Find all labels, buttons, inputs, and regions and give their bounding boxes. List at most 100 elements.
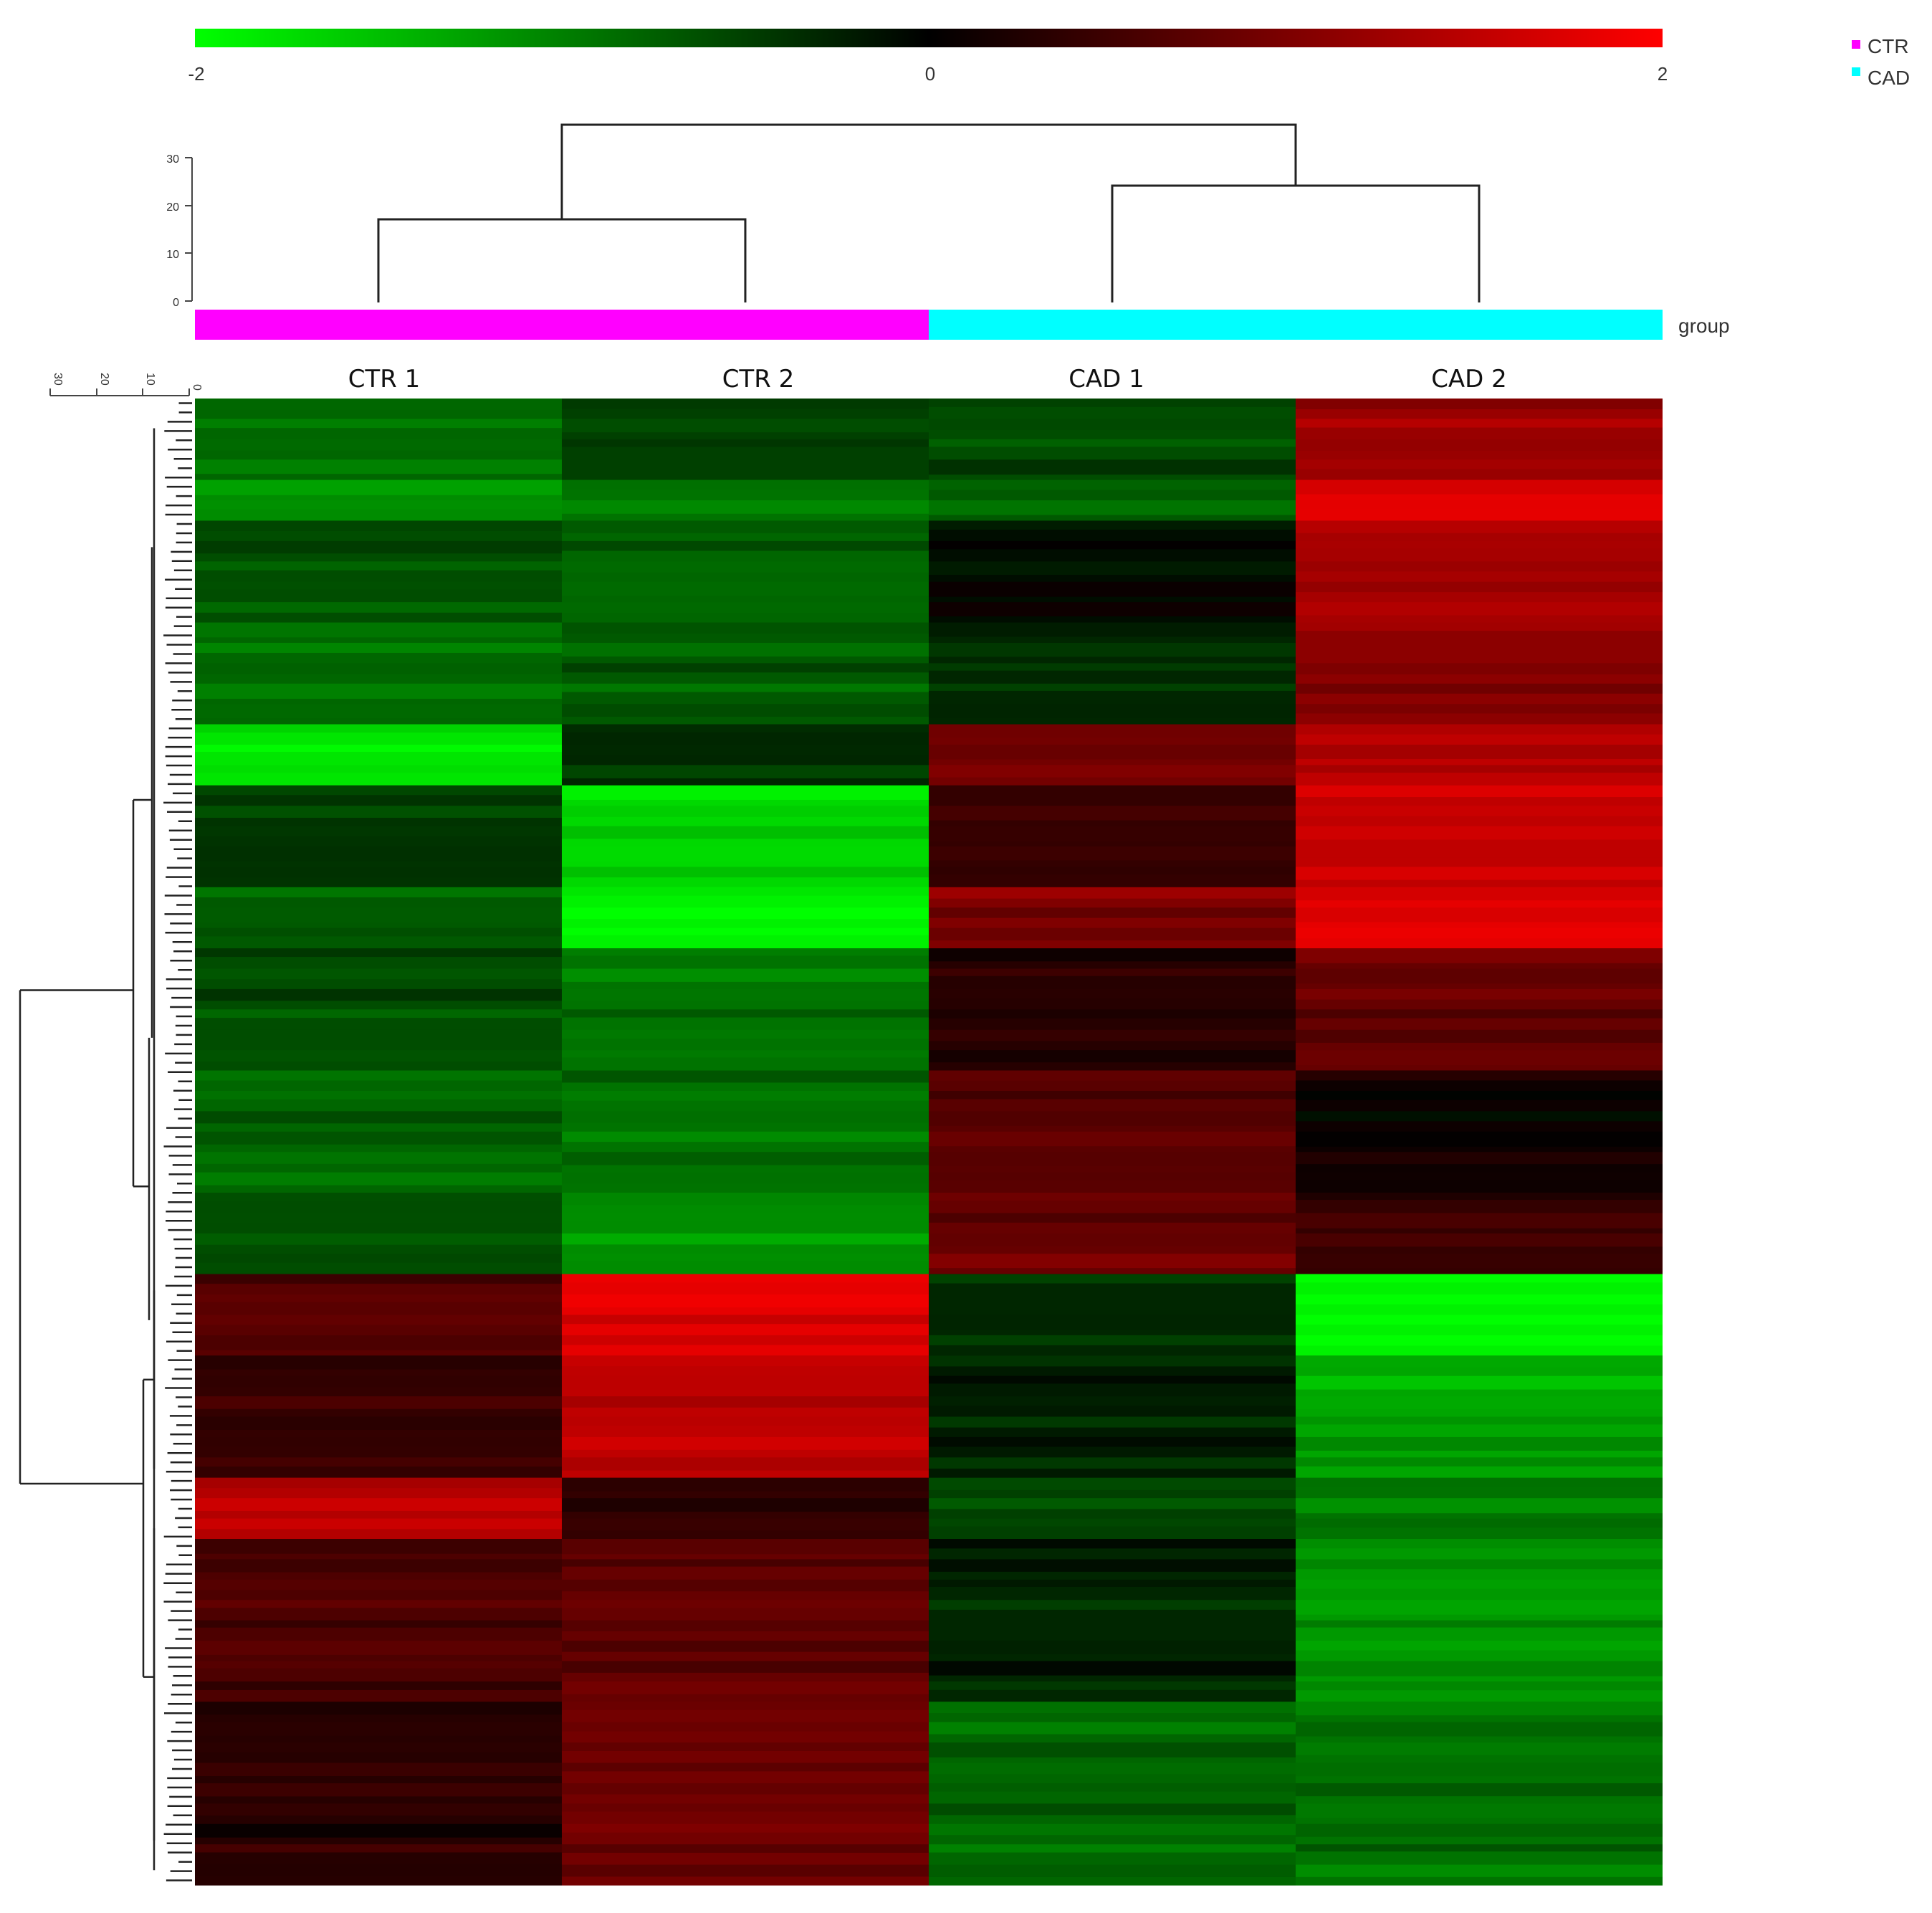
heatmap-stripe — [562, 1131, 929, 1142]
heatmap-stripe — [562, 439, 929, 447]
heatmap-stripe — [1296, 1396, 1663, 1410]
heatmap-stripe — [929, 1274, 1296, 1284]
heatmap-stripe — [1296, 1070, 1663, 1081]
heatmap-stripe — [929, 806, 1296, 821]
heatmap-stripe — [195, 1396, 562, 1409]
heatmap-stripe — [195, 540, 562, 554]
row-axis-tick-10: 10 — [144, 373, 156, 386]
heatmap-stripe — [195, 581, 562, 590]
heatmap-stripe — [1296, 1742, 1663, 1755]
heatmap-cell-block-4-col-0 — [195, 724, 562, 786]
heatmap-stripe — [929, 1457, 1296, 1469]
heatmap-stripe — [929, 1661, 1296, 1676]
heatmap-stripe — [1296, 1375, 1663, 1390]
heatmap-stripe — [562, 1539, 929, 1555]
heatmap-stripe — [195, 1172, 562, 1186]
heatmap-stripe — [929, 1315, 1296, 1330]
heatmap-stripe — [562, 419, 929, 433]
heatmap-stripe — [195, 1559, 562, 1573]
heatmap-stripe — [195, 1620, 562, 1628]
column-label-cad1: CAD 1 — [1068, 365, 1144, 393]
heatmap-stripe — [1296, 1477, 1663, 1487]
heatmap-stripe — [929, 500, 1296, 515]
heatmap-stripe — [562, 622, 929, 634]
color-scale-max-label: 2 — [1658, 63, 1668, 85]
heatmap-stripe — [195, 602, 562, 613]
heatmap-stripe — [929, 1539, 1296, 1549]
heatmap-stripe — [562, 1620, 929, 1631]
heatmap-stripe — [1296, 1355, 1663, 1368]
heatmap-stripe — [929, 1090, 1296, 1099]
heatmap-stripe — [562, 1803, 929, 1812]
heatmap-stripe — [1296, 1702, 1663, 1716]
heatmap-stripe — [1296, 1172, 1663, 1180]
heatmap-stripe — [195, 887, 562, 897]
group-bar-label: group — [1678, 315, 1730, 337]
legend-label-ctr: CTR — [1868, 35, 1909, 57]
heatmap-stripe — [1296, 1274, 1663, 1283]
heatmap-stripe — [195, 399, 562, 411]
heatmap-stripe — [562, 1641, 929, 1652]
heatmap-stripe — [929, 663, 1296, 671]
heatmap-stripe — [929, 1152, 1296, 1166]
heatmap-stripe — [562, 1274, 929, 1283]
heatmap-stripe — [562, 806, 929, 817]
heatmap-stripe — [195, 785, 562, 796]
heatmap-stripe — [195, 1722, 562, 1736]
heatmap-stripe — [1296, 1620, 1663, 1628]
heatmap-stripe — [1296, 1681, 1663, 1691]
heatmap-stripe — [195, 459, 562, 474]
heatmap-stripe — [195, 1803, 562, 1816]
heatmap-stripe — [562, 1193, 929, 1206]
col-axis-tick-30: 30 — [166, 153, 179, 166]
heatmap-stripe — [929, 1762, 1296, 1775]
heatmap-stripe — [1296, 683, 1663, 694]
heatmap-stripe — [929, 1172, 1296, 1180]
heatmap-stripe — [929, 765, 1296, 778]
col-dendro-root — [560, 123, 1297, 219]
heatmap-stripe — [195, 1070, 562, 1081]
col-axis-tick-0: 0 — [173, 297, 179, 309]
heatmap-stripe — [195, 846, 562, 862]
heatmap-stripe — [929, 846, 1296, 861]
heatmap-stripe — [929, 704, 1296, 718]
heatmap-stripe — [195, 1335, 562, 1350]
heatmap-stripe — [1296, 1803, 1663, 1818]
heatmap-stripe — [1296, 1294, 1663, 1304]
heatmap-stripe — [195, 1681, 562, 1690]
group-bar-ctr — [195, 310, 929, 340]
heatmap-stripe — [195, 1294, 562, 1302]
heatmap-stripe — [195, 1029, 562, 1039]
heatmap-stripe — [1296, 419, 1663, 428]
column-dendrogram — [377, 123, 1481, 302]
heatmap-stripe — [929, 1193, 1296, 1201]
heatmap-stripe — [929, 1518, 1296, 1527]
heatmap-stripe — [1296, 1783, 1663, 1797]
heatmap-stripe — [562, 826, 929, 839]
heatmap-stripe — [562, 1233, 929, 1245]
heatmap-stripe — [562, 1681, 929, 1694]
heatmap-stripe — [195, 765, 562, 773]
heatmap-stripe — [195, 1009, 562, 1018]
heatmap-stripe — [562, 1416, 929, 1426]
heatmap-stripe — [929, 459, 1296, 475]
heatmap-stripe — [929, 1335, 1296, 1345]
heatmap-stripe — [929, 1641, 1296, 1654]
heatmap-stripe — [929, 1702, 1296, 1714]
legend-swatch-cad — [1852, 67, 1860, 76]
heatmap-stripe — [1296, 1335, 1663, 1346]
heatmap-stripe — [195, 1518, 562, 1530]
heatmap-stripe — [1296, 1661, 1663, 1676]
heatmap-stripe — [929, 581, 1296, 597]
heatmap-stripe — [562, 1823, 929, 1833]
color-scale-min-label: -2 — [188, 63, 204, 85]
heatmap-stripe — [562, 561, 929, 573]
heatmap-stripe — [195, 683, 562, 699]
heatmap-stripe — [195, 1641, 562, 1655]
heatmap-stripe — [929, 1416, 1296, 1428]
heatmap-stripe — [195, 1436, 562, 1446]
heatmap-stripe — [562, 1172, 929, 1184]
heatmap-stripe — [195, 642, 562, 653]
heatmap-stripe — [562, 399, 929, 409]
heatmap-stripe — [1296, 459, 1663, 469]
